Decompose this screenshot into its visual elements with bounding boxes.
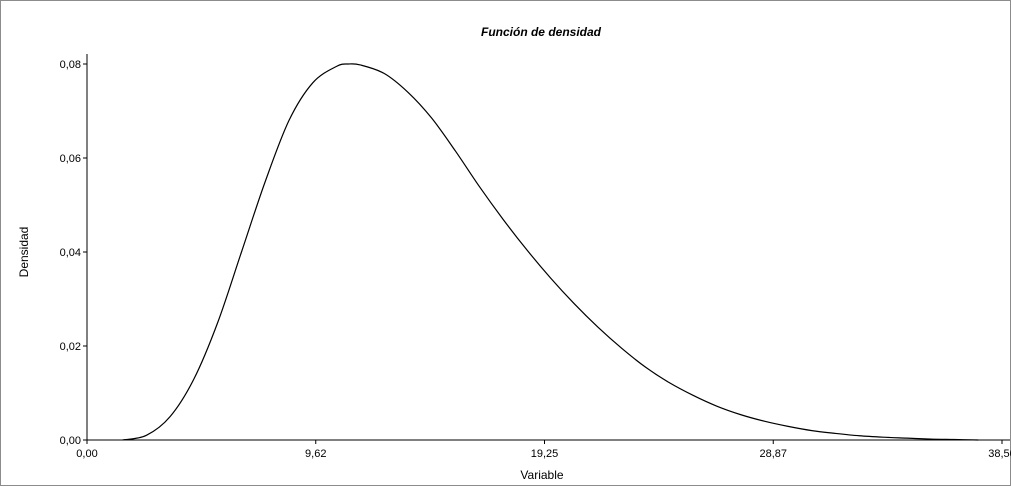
chart-title: Función de densidad xyxy=(481,25,602,39)
axes xyxy=(86,54,1010,441)
density-curve xyxy=(122,63,979,441)
y-tick-label: 0,02 xyxy=(60,341,81,353)
x-tick-label: 0,00 xyxy=(76,448,97,460)
axis-tick-labels: 0,00 0,02 0,04 0,06 0,08 0,00 9,62 19,25 28,87 38… xyxy=(60,59,1011,460)
y-tick-label: 0,04 xyxy=(60,247,81,259)
y-axis-label: Densidad xyxy=(17,227,31,278)
series-group xyxy=(122,63,979,441)
axis-ticks xyxy=(83,63,1003,444)
x-tick-label: 38,50 xyxy=(988,448,1011,460)
x-tick-label: 9,62 xyxy=(305,448,326,460)
y-tick-label: 0,06 xyxy=(60,153,81,165)
x-tick-label: 28,87 xyxy=(759,448,787,460)
y-tick-label: 0,00 xyxy=(60,435,81,447)
x-axis-label: Variable xyxy=(520,468,563,482)
y-tick-label: 0,08 xyxy=(60,59,81,71)
x-tick-label: 19,25 xyxy=(531,448,559,460)
